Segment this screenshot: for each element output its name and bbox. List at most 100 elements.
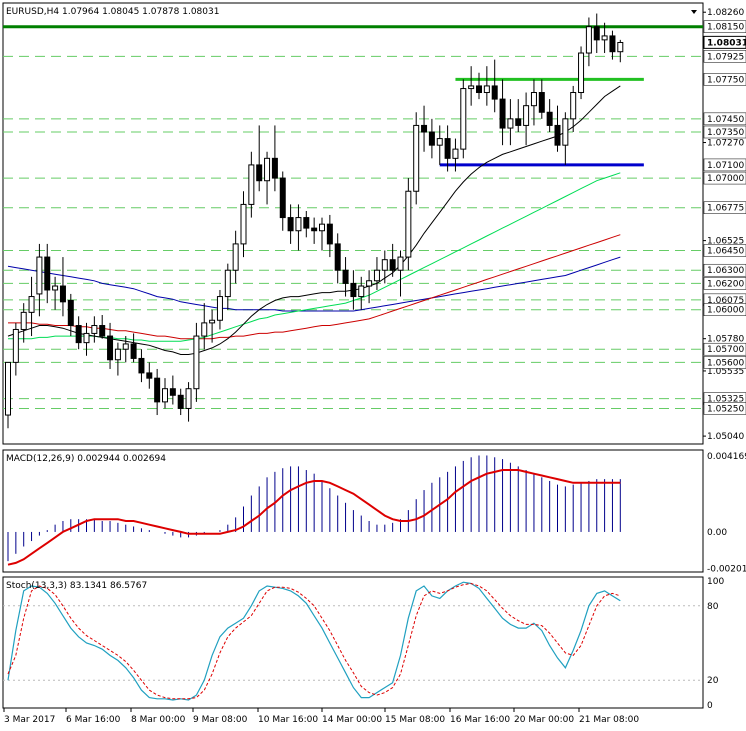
candle [201,303,208,350]
time-axis-label: 10 Mar 16:00 [258,715,318,725]
horizontal-levels [3,25,703,409]
stochastic-axis: 100 80 20 0 [707,577,724,711]
candle-body [12,328,19,363]
candle-body [428,131,435,146]
candle-body [138,357,145,374]
macd-axis-label: -0.002011 [707,565,746,575]
candle-body [185,388,192,409]
candle [216,289,223,330]
candle-body [107,335,114,361]
macd-panel[interactable]: 0.004169 0.00 -0.002011 MACD(12,26,9) 0.00… [2,449,746,575]
price-tick-label: 1.05780 [707,335,744,345]
candle [570,85,577,133]
candle [12,322,19,376]
candle-body [287,217,294,232]
candle [44,243,51,304]
candle [75,316,82,350]
candle [20,303,27,343]
candle [279,171,286,231]
time-axis-label: 6 Mar 16:00 [66,715,121,725]
candle [389,243,396,277]
candle [601,22,608,54]
ma-blue-line [7,256,621,312]
time-axis-label: 21 Mar 08:00 [579,715,639,725]
candle-body [311,227,318,232]
stochastic-label: Stoch(13,3,3) 83.1341 86.5767 [6,581,147,591]
price-panel[interactable]: 1.08260 1.07270 1.06525 1.05780 1.05535 1.050… [2,2,746,445]
price-label-box [703,342,746,356]
candle [483,66,490,106]
price-label-box [703,125,746,139]
price-label-box [703,171,746,185]
candle [224,263,231,310]
candle [303,210,310,238]
candle-body [162,388,168,403]
candle-body [413,124,420,192]
candle [468,66,475,106]
candle [295,204,302,251]
candle-body [326,223,333,245]
current-price-label: 1.08031 [707,38,746,48]
level-price-label: 1.06450 [707,246,744,256]
stochastic-axis-label: 100 [707,577,724,587]
price-label-box [703,303,746,316]
current-price-box [703,35,746,49]
candle-body [436,138,443,146]
candle [232,230,239,284]
candle [83,322,90,356]
candle [185,382,192,422]
stochastic-panel[interactable]: 100 80 20 0 Stoch(13,3,3) 83.1341 86.5767 [2,576,724,711]
level-price-label: 1.07350 [707,128,744,138]
candle [209,309,216,343]
level-price-label: 1.05700 [707,345,744,355]
stochastic-axis-label: 80 [707,602,719,612]
candle-body [350,282,357,298]
price-label-box [703,356,746,369]
candle-body [114,348,121,361]
candle [499,79,506,146]
macd-signal-line [7,469,621,566]
candle-body [381,259,388,271]
candle [122,336,129,363]
time-axis-label: 20 Mar 00:00 [514,715,574,725]
candle-body [483,85,490,94]
price-label-box [703,158,746,172]
candle-body [5,361,11,416]
price-panel-frame [2,2,704,445]
level-price-label: 1.06075 [707,296,744,306]
candle [366,270,373,304]
candle [546,99,553,133]
candle-body [562,118,569,146]
stochastic-axis-label: 0 [707,701,713,711]
candle [397,250,404,297]
price-label-box [703,402,746,415]
candle-body [578,52,585,94]
candle [177,388,184,416]
level-price-label: 1.06000 [707,306,744,316]
candle [515,99,522,133]
candlesticks [5,13,624,429]
candle [585,17,592,67]
candle-body [476,85,482,94]
candle [154,368,161,416]
candle [248,151,255,218]
candle-body [44,256,51,291]
candle [193,322,200,402]
candle [99,314,106,339]
candle-body [593,26,600,41]
candle [405,178,412,271]
candle-body [248,164,255,205]
dropdown-arrow-icon[interactable] [691,10,697,14]
candle-body [91,325,98,334]
candle-body [319,223,325,232]
candle-body [499,98,506,129]
candle [5,361,11,429]
candle-body [59,285,66,303]
candle-body [334,243,341,271]
candle-body [373,269,380,282]
time-axis-label: 9 Mar 08:00 [193,715,248,725]
candle [350,270,357,310]
candle [59,257,66,317]
ohlc-label: 1.07964 1.08045 1.07878 1.08031 [62,7,219,17]
